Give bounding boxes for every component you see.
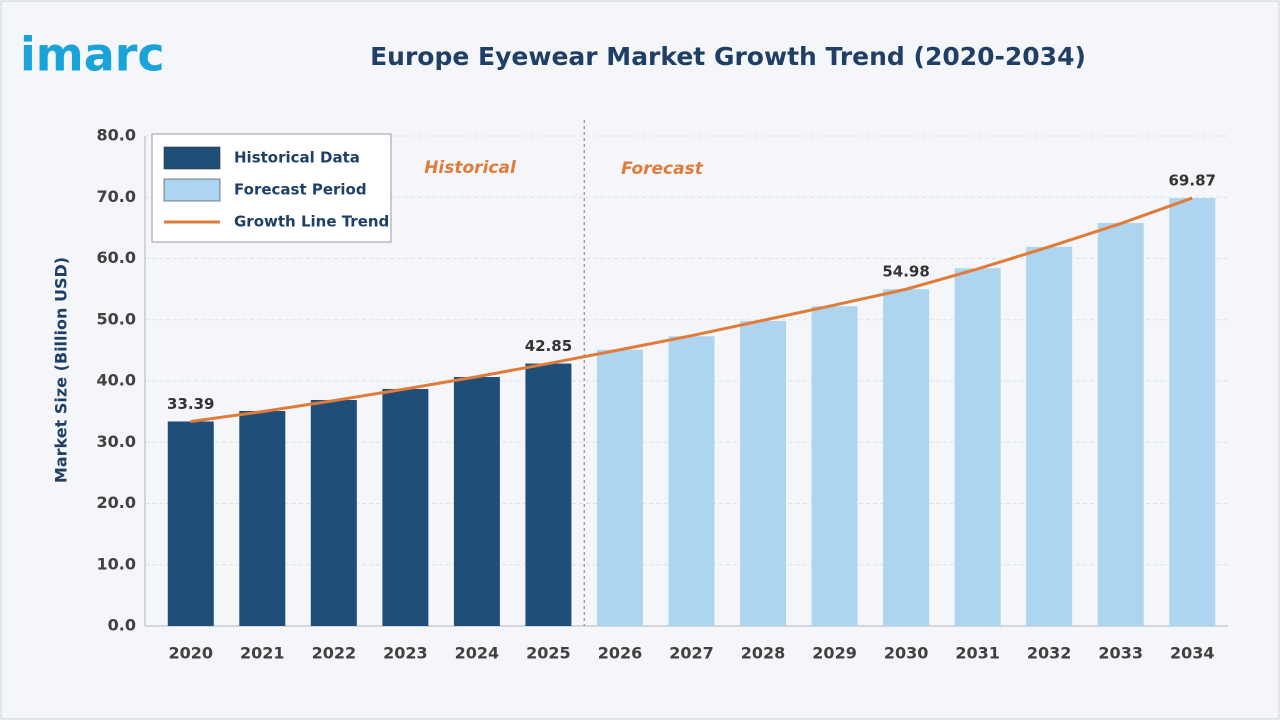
legend-label: Historical Data — [234, 149, 360, 167]
x-tick-label: 2020 — [169, 644, 214, 663]
data-label: 54.98 — [882, 263, 929, 281]
x-tick-label: 2023 — [383, 644, 428, 663]
x-tick-label: 2034 — [1170, 644, 1215, 663]
bar — [740, 320, 787, 626]
bar — [811, 306, 858, 626]
x-tick-label: 2032 — [1027, 644, 1072, 663]
annotation: Forecast — [621, 159, 704, 179]
y-tick-label: 60.0 — [97, 248, 136, 267]
data-label: 69.87 — [1169, 172, 1216, 190]
chart-title: Europe Eyewear Market Growth Trend (2020… — [370, 42, 1086, 71]
y-axis-label: Market Size (Billion USD) — [52, 257, 71, 483]
trend-line — [190, 196, 1193, 423]
bar — [453, 377, 500, 626]
y-tick-label: 10.0 — [97, 554, 136, 573]
x-tick-label: 2029 — [812, 644, 857, 663]
y-tick-label: 30.0 — [97, 432, 136, 451]
y-tick-label: 0.0 — [108, 616, 136, 635]
bar — [239, 411, 286, 626]
bar — [382, 388, 429, 626]
y-tick-label: 40.0 — [97, 371, 136, 390]
bar — [1026, 246, 1073, 627]
bar — [310, 399, 357, 626]
bar — [1169, 198, 1216, 626]
y-tick-label: 80.0 — [97, 126, 136, 145]
bar — [668, 336, 715, 626]
y-tick-label: 70.0 — [97, 187, 136, 206]
legend-swatch — [163, 146, 221, 170]
logo: imarc — [20, 28, 165, 82]
bar — [167, 421, 214, 626]
bar — [596, 349, 643, 626]
bar — [525, 363, 572, 626]
data-label: 33.39 — [167, 395, 214, 413]
x-tick-label: 2031 — [955, 644, 1000, 663]
x-tick-label: 2025 — [526, 644, 571, 663]
legend-label: Forecast Period — [234, 181, 367, 199]
annotation: Historical — [424, 158, 517, 178]
x-tick-label: 2021 — [240, 644, 285, 663]
legend-label: Growth Line Trend — [234, 213, 389, 231]
y-tick-label: 20.0 — [97, 493, 136, 512]
legend-swatch — [163, 178, 221, 202]
x-tick-label: 2028 — [741, 644, 786, 663]
x-tick-label: 2027 — [669, 644, 714, 663]
x-tick-label: 2022 — [312, 644, 357, 663]
data-label: 42.85 — [525, 337, 572, 355]
x-tick-label: 2033 — [1098, 644, 1143, 663]
y-tick-label: 50.0 — [97, 309, 136, 328]
bar — [954, 268, 1001, 626]
x-tick-label: 2026 — [598, 644, 643, 663]
bar — [1097, 222, 1144, 626]
x-tick-label: 2024 — [455, 644, 500, 663]
bar — [883, 289, 930, 626]
x-tick-label: 2030 — [884, 644, 929, 663]
